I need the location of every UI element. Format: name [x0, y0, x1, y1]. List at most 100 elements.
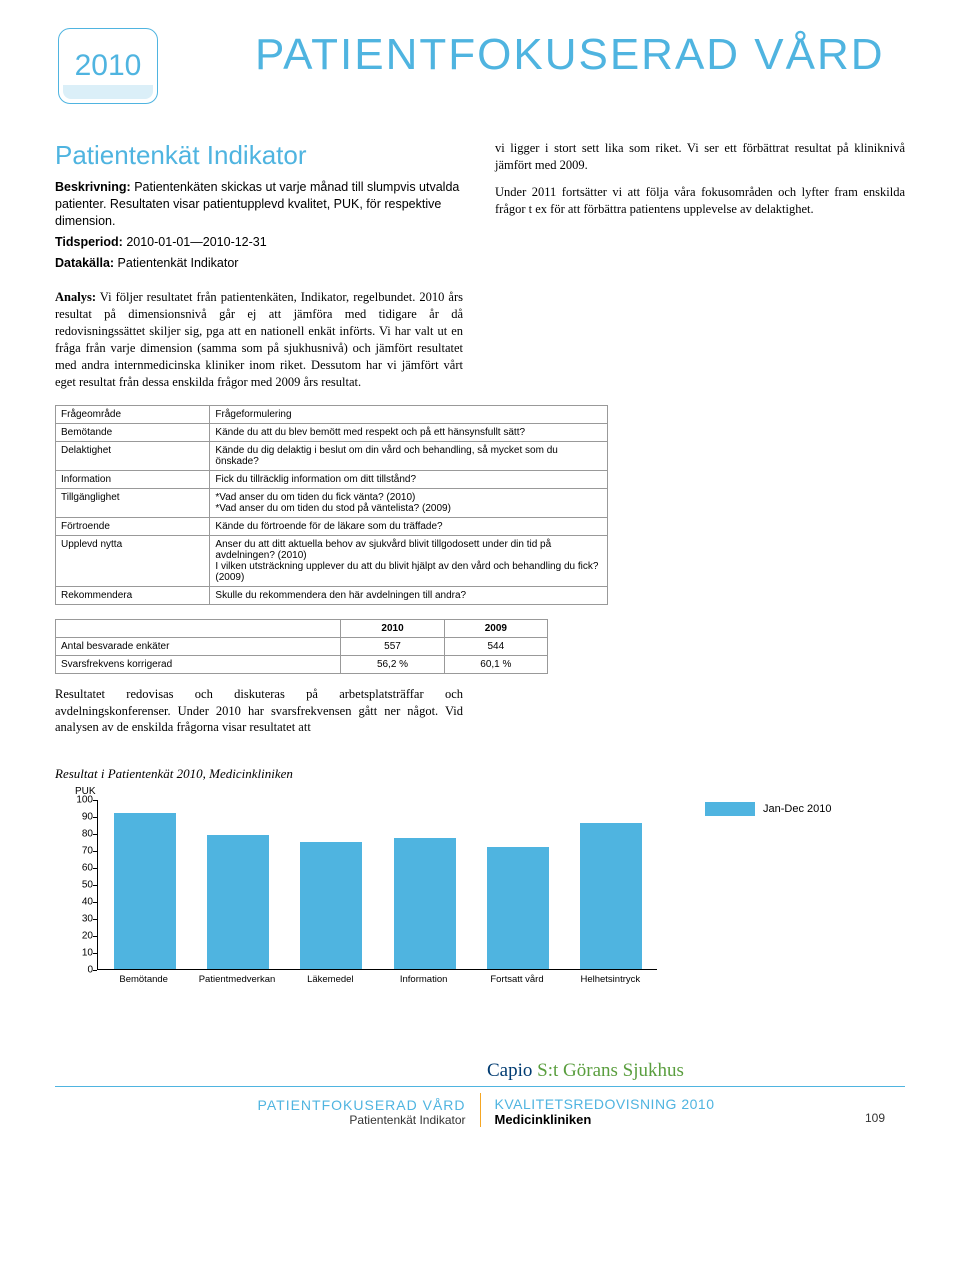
cell-2009: 60,1 %: [444, 655, 547, 673]
cell-2010: 557: [341, 637, 444, 655]
cell-area: Förtroende: [56, 517, 210, 535]
y-tick: 80: [69, 829, 93, 840]
analysis-text: Analys: Vi följer resultatet från patien…: [55, 289, 463, 390]
page-number: 109: [865, 1111, 885, 1125]
table-row: InformationFick du tillräcklig informati…: [56, 470, 608, 488]
th-area: Frågeområde: [56, 405, 210, 423]
footer-clinic: Medicinkliniken: [495, 1112, 906, 1127]
cell-question: Anser du att ditt aktuella behov av sjuk…: [210, 535, 607, 586]
table-row: RekommenderaSkulle du rekommendera den h…: [56, 586, 608, 604]
footer-report: KVALITETSREDOVISNING 2010: [495, 1096, 906, 1112]
left-column: Patientenkät Indikator Beskrivning: Pati…: [55, 140, 465, 275]
intro-columns: Patientenkät Indikator Beskrivning: Pati…: [55, 140, 905, 275]
bar: [487, 847, 549, 969]
year-text: 2010: [75, 49, 142, 83]
y-tick: 90: [69, 812, 93, 823]
footer-left: PATIENTFOKUSERAD VÅRD Patientenkät Indik…: [55, 1097, 466, 1127]
source: Datakälla: Patientenkät Indikator: [55, 255, 465, 272]
bar: [394, 838, 456, 969]
year-badge: 2010: [58, 28, 158, 104]
period-text: 2010-01-01—2010-12-31: [123, 235, 267, 249]
analysis-label: Analys:: [55, 290, 96, 304]
table-row: Upplevd nyttaAnser du att ditt aktuella …: [56, 535, 608, 586]
brand-stgoran: S:t Görans Sjukhus: [537, 1060, 684, 1081]
y-tick: 50: [69, 880, 93, 891]
table-row: DelaktighetKände du dig delaktig i beslu…: [56, 441, 608, 470]
y-tick: 40: [69, 897, 93, 908]
footer: Capio S:t Görans Sjukhus PATIENTFOKUSERA…: [55, 1060, 905, 1127]
result-text: Resultatet redovisas och diskuteras på a…: [55, 686, 463, 737]
source-label: Datakälla:: [55, 256, 114, 270]
y-tick: 0: [69, 965, 93, 976]
th-2009: 2009: [444, 619, 547, 637]
cell-2009: 544: [444, 637, 547, 655]
cell-label: Svarsfrekvens korrigerad: [56, 655, 341, 673]
stats-blank: [56, 619, 341, 637]
footer-section: PATIENTFOKUSERAD VÅRD: [55, 1097, 466, 1113]
page: 2010 PATIENTFOKUSERAD VÅRD Patientenkät …: [0, 0, 960, 1147]
x-labels: BemötandePatientmedverkanLäkemedelInform…: [97, 974, 657, 985]
y-tick: 10: [69, 948, 93, 959]
cell-question: Kände du dig delaktig i beslut om din vå…: [210, 441, 607, 470]
bar: [114, 813, 176, 969]
analysis-body: Vi följer resultatet från patientenkäten…: [55, 290, 463, 388]
x-label: Information: [377, 974, 470, 985]
desc-label: Beskrivning:: [55, 180, 131, 194]
y-tick: 30: [69, 914, 93, 925]
right-column: vi ligger i stort sett lika som riket. V…: [495, 140, 905, 275]
cell-2010: 56,2 %: [341, 655, 444, 673]
bar: [580, 823, 642, 969]
period-label: Tidsperiod:: [55, 235, 123, 249]
question-table: Frågeområde Frågeformulering BemötandeKä…: [55, 405, 608, 605]
stats-header: 2010 2009: [56, 619, 548, 637]
cell-area: Bemötande: [56, 423, 210, 441]
section-title: Patientenkät Indikator: [55, 140, 465, 171]
y-tick: 60: [69, 863, 93, 874]
source-text: Patientenkät Indikator: [114, 256, 238, 270]
table-row: Antal besvarade enkäter557544: [56, 637, 548, 655]
footer-line: [55, 1086, 905, 1087]
x-label: Helhetsintryck: [564, 974, 657, 985]
cell-question: Kände du att du blev bemött med respekt …: [210, 423, 607, 441]
table-row: Tillgänglighet*Vad anser du om tiden du …: [56, 488, 608, 517]
brand-capio: Capio: [487, 1060, 537, 1081]
bar: [300, 842, 362, 970]
x-label: Bemötande: [97, 974, 190, 985]
legend-label: Jan-Dec 2010: [763, 803, 832, 815]
cell-question: Kände du förtroende för de läkare som du…: [210, 517, 607, 535]
th-2010: 2010: [341, 619, 444, 637]
cell-question: Fick du tillräcklig information om ditt …: [210, 470, 607, 488]
description: Beskrivning: Patientenkäten skickas ut v…: [55, 179, 465, 230]
cell-area: Tillgänglighet: [56, 488, 210, 517]
right-p1: vi ligger i stort sett lika som riket. V…: [495, 140, 905, 174]
right-p2: Under 2011 fortsätter vi att följa våra …: [495, 184, 905, 218]
period: Tidsperiod: 2010-01-01—2010-12-31: [55, 234, 465, 251]
y-tick: 100: [69, 795, 93, 806]
table-row: FörtroendeKände du förtroende för de läk…: [56, 517, 608, 535]
cell-area: Upplevd nytta: [56, 535, 210, 586]
th-question: Frågeformulering: [210, 405, 607, 423]
chart-wrap: PUK BemötandePatientmedverkanLäkemedelIn…: [55, 790, 905, 1000]
cell-area: Rekommendera: [56, 586, 210, 604]
cell-area: Information: [56, 470, 210, 488]
stats-table: 2010 2009 Antal besvarade enkäter557544S…: [55, 619, 548, 674]
table-header-row: Frågeområde Frågeformulering: [56, 405, 608, 423]
brand: Capio S:t Görans Sjukhus: [487, 1060, 905, 1082]
cell-question: Skulle du rekommendera den här avdelning…: [210, 586, 607, 604]
chart-title: Resultat i Patientenkät 2010, Medicinkli…: [55, 766, 905, 782]
bar: [207, 835, 269, 969]
x-label: Fortsatt vård: [470, 974, 563, 985]
footer-subsection: Patientenkät Indikator: [55, 1113, 466, 1127]
cell-question: *Vad anser du om tiden du fick vänta? (2…: [210, 488, 607, 517]
x-label: Läkemedel: [284, 974, 377, 985]
legend: Jan-Dec 2010: [705, 802, 832, 816]
table-row: BemötandeKände du att du blev bemött med…: [56, 423, 608, 441]
y-tick: 20: [69, 931, 93, 942]
x-label: Patientmedverkan: [190, 974, 283, 985]
y-tick: 70: [69, 846, 93, 857]
table-row: Svarsfrekvens korrigerad56,2 %60,1 %: [56, 655, 548, 673]
cell-area: Delaktighet: [56, 441, 210, 470]
cell-label: Antal besvarade enkäter: [56, 637, 341, 655]
bar-chart: PUK BemötandePatientmedverkanLäkemedelIn…: [55, 790, 675, 1000]
footer-right: KVALITETSREDOVISNING 2010 Medicinklinike…: [495, 1096, 906, 1127]
